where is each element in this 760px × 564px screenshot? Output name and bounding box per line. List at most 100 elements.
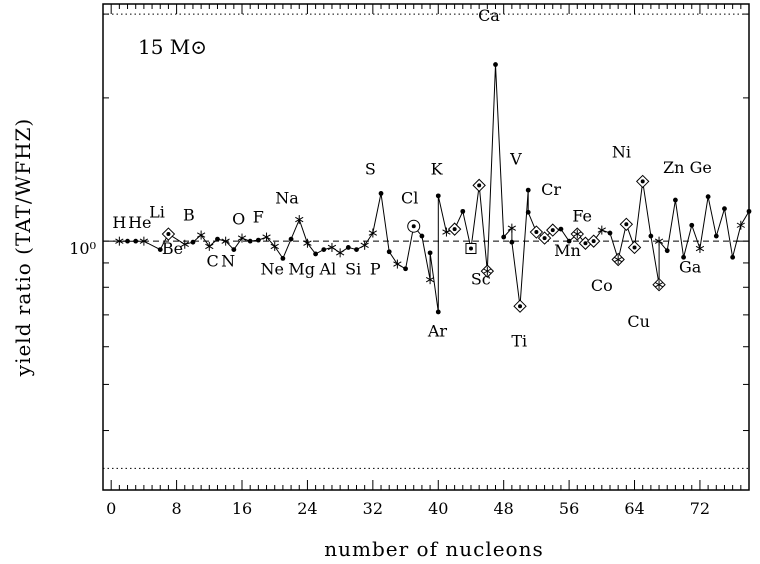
- element-label-Cu: Cu: [627, 312, 650, 331]
- marker-star-8: [196, 230, 206, 240]
- marker-star-28: [360, 240, 369, 250]
- element-label-N: N: [221, 251, 235, 270]
- element-label-Mg: Mg: [288, 260, 315, 279]
- element-label-He: He: [128, 213, 151, 232]
- marker-star-13: [237, 233, 247, 243]
- reference-lines: [103, 13, 749, 469]
- marker-diamond-x-58: [570, 227, 584, 241]
- element-label-Cr: Cr: [541, 180, 561, 199]
- marker-dot-18: [280, 255, 286, 261]
- marker-dot-22: [313, 251, 319, 257]
- marker-star-9: [205, 241, 214, 251]
- marker-star-32: [393, 259, 402, 269]
- marker-dot-71: [673, 197, 678, 203]
- marker-star-6: [180, 239, 189, 249]
- marker-diamond-x-63: [611, 252, 625, 267]
- marker-dot-56: [558, 226, 564, 232]
- element-label-Co: Co: [591, 276, 613, 295]
- marker-diamond-x-68: [652, 278, 666, 292]
- marker-dot-49: [509, 239, 515, 245]
- marker-dot-31: [386, 249, 392, 255]
- plot-frame: [102, 3, 750, 491]
- marker-star-69: [654, 236, 664, 246]
- marker-diamond-44: [472, 178, 486, 193]
- element-label-V: V: [509, 149, 522, 168]
- marker-diamond-55: [546, 223, 560, 237]
- marker-dot-67: [648, 233, 654, 239]
- marker-dot-12: [231, 247, 237, 252]
- element-label-Ar: Ar: [427, 322, 448, 341]
- marker-dot-77: [722, 206, 727, 212]
- element-label-O: O: [232, 209, 245, 228]
- marker-dot-38: [435, 309, 441, 315]
- marker-star-17: [270, 241, 279, 251]
- marker-dot-76: [713, 233, 719, 239]
- element-label-Zn: Zn: [663, 158, 684, 177]
- element-label-Ne: Ne: [261, 260, 284, 279]
- marker-diamond-54: [537, 231, 552, 245]
- x-tick-label-48: 48: [494, 499, 514, 518]
- marker-dot-39: [435, 193, 441, 199]
- marker-diamond-66: [635, 174, 650, 189]
- marker-dot-7: [190, 239, 196, 245]
- element-label-Al: Al: [319, 260, 337, 279]
- marker-dot-19: [288, 236, 294, 242]
- element-label-Ge: Ge: [690, 158, 712, 177]
- marker-dot-73: [689, 222, 695, 228]
- x-tick-label-56: 56: [559, 499, 579, 518]
- marker-dot-35: [419, 233, 425, 239]
- element-label-Cl: Cl: [401, 188, 418, 207]
- marker-star-16: [262, 232, 271, 242]
- x-tick-label-40: 40: [428, 499, 448, 518]
- element-label-C: C: [206, 251, 218, 270]
- element-label-Ti: Ti: [511, 332, 527, 351]
- marker-star-40: [442, 227, 451, 237]
- marker-star-79: [736, 220, 745, 230]
- marker-dot-15: [255, 237, 261, 243]
- element-label-Li: Li: [149, 203, 165, 222]
- marker-star-20: [295, 215, 304, 225]
- marker-dot-62: [607, 230, 613, 236]
- y-tick-label: 10⁰: [69, 239, 96, 258]
- marker-dot-75: [705, 194, 711, 200]
- marker-dot-30: [378, 190, 384, 196]
- marker-star-24: [327, 242, 337, 252]
- series-line: [119, 64, 750, 312]
- x-tick-label-72: 72: [690, 499, 710, 518]
- marker-dot-57: [566, 238, 572, 244]
- marker-star-21: [303, 238, 312, 248]
- marker-dot-26: [345, 245, 351, 250]
- marker-diamond-65: [627, 240, 642, 255]
- element-label-Ca: Ca: [478, 6, 500, 25]
- x-axis-title: number of nucleons: [324, 537, 543, 561]
- marker-dot-23: [321, 247, 327, 252]
- x-tick-label-8: 8: [172, 499, 182, 518]
- x-tick-label-0: 0: [106, 499, 116, 518]
- element-label-Si: Si: [345, 260, 361, 279]
- marker-dot-33: [403, 266, 408, 272]
- element-label-P: P: [370, 260, 381, 279]
- marker-dot-10: [215, 236, 220, 242]
- marker-star-11: [221, 236, 230, 246]
- marker-dot-37: [427, 250, 433, 256]
- marker-dot-72: [681, 254, 686, 260]
- marker-dot-47: [501, 234, 507, 240]
- marker-diamond-5: [161, 227, 176, 241]
- marker-diamond-41: [447, 222, 462, 236]
- marker-dot-1: [125, 238, 130, 244]
- marker-dot-27: [354, 247, 359, 252]
- marker-circle-34: [407, 219, 421, 233]
- element-label-K: K: [431, 160, 444, 179]
- marker-dot-52: [525, 209, 531, 215]
- element-label-Be: Be: [162, 239, 183, 258]
- data-markers: [115, 62, 752, 315]
- element-label-F: F: [253, 207, 264, 226]
- marker-dot-80: [746, 208, 752, 214]
- marker-dot-78: [730, 254, 736, 260]
- marker-star-29: [368, 228, 377, 238]
- element-label-Sc: Sc: [471, 270, 491, 289]
- mass-annotation: 15 M⊙: [138, 35, 207, 59]
- marker-diamond-53: [529, 225, 544, 239]
